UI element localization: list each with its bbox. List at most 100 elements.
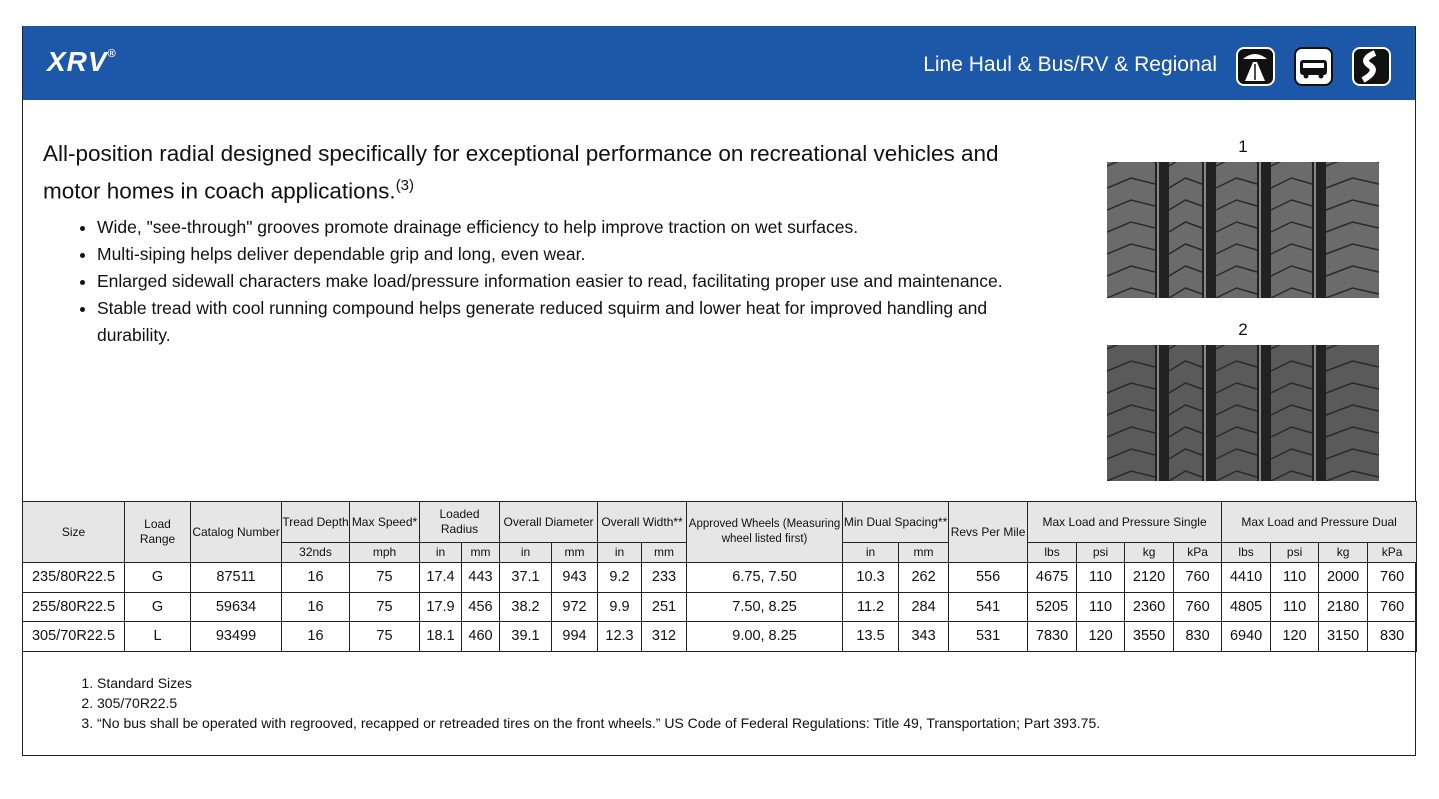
footnotes: Standard Sizes305/70R22.5“No bus shall b… xyxy=(79,673,1100,733)
table-cell: 120 xyxy=(1076,621,1126,652)
table-cell: 16 xyxy=(281,591,350,622)
unit-header: psi xyxy=(1076,542,1126,563)
unit-header: in xyxy=(842,542,900,563)
sipe xyxy=(1107,470,1156,481)
column-header: Loaded Radius xyxy=(418,501,501,543)
table-cell: 4410 xyxy=(1221,562,1272,593)
sipe xyxy=(1215,404,1258,416)
column-header: Tread Depth xyxy=(281,501,350,543)
sipe xyxy=(1325,243,1379,255)
table-cell: 2000 xyxy=(1318,562,1369,593)
footnote: Standard Sizes xyxy=(97,673,1100,693)
table-cell: 312 xyxy=(641,621,688,652)
table-cell: 255/80R22.5 xyxy=(22,591,125,622)
sipe xyxy=(1325,470,1379,481)
sipe xyxy=(1215,221,1258,233)
sipe xyxy=(1325,287,1379,298)
table-cell: 343 xyxy=(898,621,950,652)
feature-list: Wide, "see-through" grooves promote drai… xyxy=(77,214,1037,349)
sipe xyxy=(1168,287,1203,298)
sipe xyxy=(1270,199,1313,211)
sipe xyxy=(1107,287,1156,298)
table-cell: L xyxy=(124,621,191,652)
table-cell: 305/70R22.5 xyxy=(22,621,125,652)
table-cell: 16 xyxy=(281,562,350,593)
column-header: Load Range xyxy=(124,501,191,563)
image-label: 2 xyxy=(1238,320,1248,339)
sipe xyxy=(1168,162,1202,167)
table-cell: 830 xyxy=(1173,621,1223,652)
sipe xyxy=(1215,470,1258,481)
unit-header: lbs xyxy=(1027,542,1078,563)
sipe xyxy=(1215,243,1258,255)
feature-item: Stable tread with cool running compound … xyxy=(97,295,1037,349)
sipe xyxy=(1270,345,1312,350)
icon-regional xyxy=(1352,47,1391,86)
sipe xyxy=(1215,448,1258,460)
sipe xyxy=(1215,177,1258,189)
sipe xyxy=(1107,243,1156,255)
sipe xyxy=(1107,177,1156,189)
table-cell: 456 xyxy=(460,591,501,622)
table-cell: 556 xyxy=(948,562,1029,593)
table-cell: 93499 xyxy=(190,621,282,652)
sipe xyxy=(1107,265,1156,277)
table-cell: 120 xyxy=(1270,621,1320,652)
table-cell: 7830 xyxy=(1027,621,1078,652)
table-cell: 943 xyxy=(551,562,599,593)
sipe xyxy=(1325,199,1379,211)
footnote: “No bus shall be operated with regrooved… xyxy=(97,713,1100,733)
sipe xyxy=(1270,360,1313,372)
tread-image xyxy=(1107,162,1379,298)
column-header: Max Speed* xyxy=(349,501,420,543)
sipe xyxy=(1168,360,1203,372)
table-cell: 6940 xyxy=(1221,621,1272,652)
table-cell: 460 xyxy=(460,621,501,652)
groove-edge xyxy=(1259,345,1261,481)
groove-edge xyxy=(1314,345,1316,481)
table-cell: 235/80R22.5 xyxy=(22,562,125,593)
logo-text: XRV xyxy=(47,46,108,77)
sipe xyxy=(1168,345,1202,350)
groove-edge xyxy=(1157,162,1159,298)
groove-edge xyxy=(1204,162,1206,298)
table-cell: 17.4 xyxy=(419,562,462,593)
unit-header: psi xyxy=(1270,542,1320,563)
sipe xyxy=(1270,448,1313,460)
table-cell: 233 xyxy=(641,562,688,593)
sipe xyxy=(1107,448,1156,460)
sipe xyxy=(1215,162,1257,167)
sipe xyxy=(1107,221,1156,233)
sipe xyxy=(1168,199,1203,211)
table-cell: 994 xyxy=(551,621,599,652)
sipe xyxy=(1270,382,1313,394)
sipe xyxy=(1215,199,1258,211)
sipe xyxy=(1107,360,1156,372)
unit-header: 32nds xyxy=(281,542,350,563)
application-icons xyxy=(1236,47,1391,86)
sipe xyxy=(1325,360,1379,372)
image-label: 1 xyxy=(1238,137,1248,156)
sipe xyxy=(1107,404,1156,416)
table-cell: 38.2 xyxy=(499,591,553,622)
table-cell: 3550 xyxy=(1124,621,1175,652)
table-cell: 541 xyxy=(948,591,1029,622)
table-cell: 5205 xyxy=(1027,591,1078,622)
table-cell: 443 xyxy=(460,562,501,593)
logo-mark: ® xyxy=(107,48,117,60)
column-header: Revs Per Mile xyxy=(948,501,1029,563)
table-cell: 251 xyxy=(641,591,688,622)
sipe xyxy=(1270,221,1313,233)
spec-table: Size Load Range Catalog Number Tread Depth M… xyxy=(22,501,1418,652)
sipe xyxy=(1168,265,1203,277)
sipe xyxy=(1107,199,1156,211)
table-cell: 87511 xyxy=(190,562,282,593)
headline: All-position radial designed specificall… xyxy=(43,138,1053,208)
table-cell: 13.5 xyxy=(842,621,900,652)
unit-header: lbs xyxy=(1221,542,1272,563)
unit-header: mm xyxy=(551,542,599,563)
table-cell: 284 xyxy=(898,591,950,622)
table-cell: 2360 xyxy=(1124,591,1175,622)
sipe xyxy=(1325,265,1379,277)
table-cell: 2180 xyxy=(1318,591,1369,622)
